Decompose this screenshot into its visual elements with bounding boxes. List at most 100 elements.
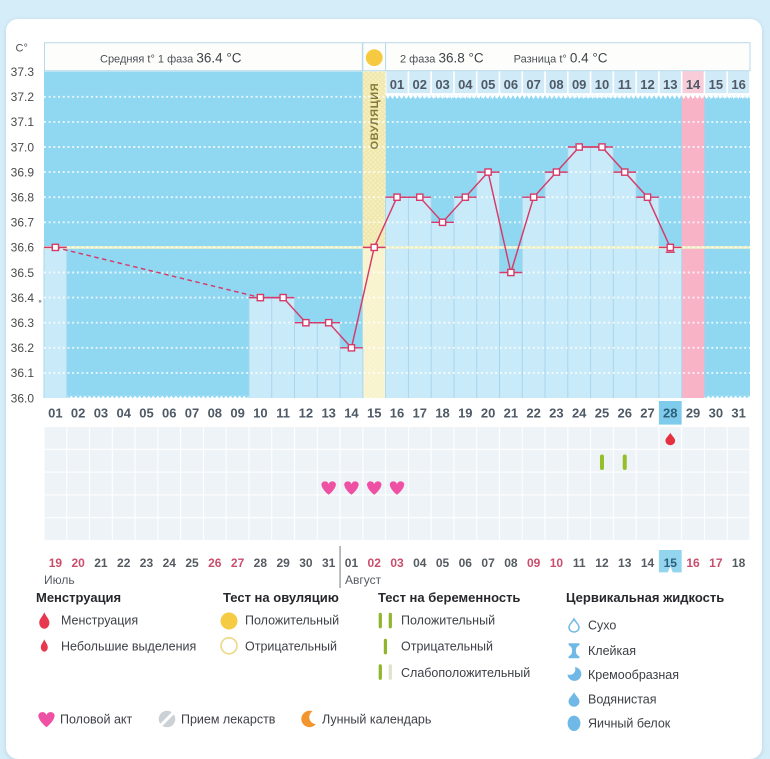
- svg-text:08: 08: [208, 406, 222, 421]
- svg-text:Отрицательный: Отрицательный: [245, 640, 337, 654]
- svg-text:37.0: 37.0: [11, 140, 35, 154]
- svg-text:29: 29: [686, 406, 700, 421]
- svg-text:23: 23: [140, 556, 154, 570]
- svg-text:26: 26: [618, 406, 632, 421]
- svg-text:15: 15: [664, 556, 678, 570]
- svg-text:Положительный: Положительный: [245, 614, 339, 628]
- svg-text:07: 07: [526, 77, 540, 92]
- svg-text:05: 05: [436, 556, 450, 570]
- svg-text:Кремообразная: Кремообразная: [588, 668, 679, 682]
- svg-text:Август: Август: [345, 573, 382, 587]
- svg-text:30: 30: [299, 556, 313, 570]
- svg-text:29: 29: [276, 556, 290, 570]
- svg-text:15: 15: [367, 406, 381, 421]
- svg-text:ОВУЛЯЦИЯ: ОВУЛЯЦИЯ: [369, 83, 381, 150]
- svg-text:19: 19: [49, 556, 63, 570]
- svg-text:27: 27: [640, 406, 654, 421]
- svg-text:Яичный белок: Яичный белок: [588, 717, 671, 731]
- svg-text:15: 15: [709, 77, 723, 92]
- svg-text:25: 25: [595, 406, 609, 421]
- svg-text:17: 17: [413, 406, 427, 421]
- svg-text:07: 07: [185, 406, 199, 421]
- svg-text:01: 01: [345, 556, 359, 570]
- svg-text:Половой акт: Половой акт: [60, 713, 133, 727]
- svg-text:22: 22: [117, 556, 131, 570]
- svg-text:Тест на овуляцию: Тест на овуляцию: [223, 590, 339, 605]
- svg-text:03: 03: [390, 556, 404, 570]
- svg-text:09: 09: [230, 406, 244, 421]
- svg-text:14: 14: [686, 77, 701, 92]
- svg-text:23: 23: [549, 406, 563, 421]
- svg-text:Сухо: Сухо: [588, 619, 616, 633]
- svg-text:Положительный: Положительный: [401, 614, 495, 628]
- svg-text:14: 14: [641, 556, 655, 570]
- svg-text:Лунный календарь: Лунный календарь: [322, 713, 431, 727]
- svg-text:06: 06: [459, 556, 473, 570]
- svg-text:17: 17: [709, 556, 723, 570]
- svg-text:27: 27: [231, 556, 245, 570]
- svg-text:Водянистая: Водянистая: [588, 693, 657, 707]
- svg-text:Отрицательный: Отрицательный: [401, 640, 493, 654]
- svg-text:16: 16: [390, 406, 404, 421]
- svg-text:13: 13: [618, 556, 632, 570]
- svg-text:31: 31: [731, 406, 745, 421]
- svg-text:14: 14: [344, 406, 359, 421]
- svg-text:22: 22: [526, 406, 540, 421]
- svg-text:24: 24: [572, 406, 587, 421]
- svg-text:Менструация: Менструация: [61, 614, 138, 628]
- svg-text:36.9: 36.9: [11, 165, 35, 179]
- svg-text:21: 21: [94, 556, 108, 570]
- svg-text:36.3: 36.3: [11, 316, 35, 330]
- svg-text:07: 07: [481, 556, 495, 570]
- svg-text:16: 16: [731, 77, 745, 92]
- svg-text:21: 21: [504, 406, 518, 421]
- svg-text:12: 12: [640, 77, 654, 92]
- svg-text:01: 01: [390, 77, 404, 92]
- svg-text:Июль: Июль: [44, 573, 75, 587]
- svg-text:03: 03: [94, 406, 108, 421]
- svg-text:26: 26: [208, 556, 222, 570]
- svg-text:02: 02: [413, 77, 427, 92]
- svg-text:02: 02: [368, 556, 382, 570]
- svg-text:Прием лекарств: Прием лекарств: [181, 713, 276, 727]
- svg-text:06: 06: [162, 406, 176, 421]
- svg-text:36.2: 36.2: [11, 341, 35, 355]
- svg-text:12: 12: [299, 406, 313, 421]
- svg-text:08: 08: [549, 77, 563, 92]
- svg-text:13: 13: [321, 406, 335, 421]
- svg-text:12: 12: [595, 556, 609, 570]
- svg-text:37.3: 37.3: [11, 65, 35, 79]
- svg-text:03: 03: [435, 77, 449, 92]
- svg-text:36.0: 36.0: [11, 391, 35, 405]
- svg-text:18: 18: [732, 556, 746, 570]
- svg-text:11: 11: [618, 77, 632, 92]
- svg-text:01: 01: [48, 406, 62, 421]
- svg-text:04: 04: [458, 77, 473, 92]
- svg-text:Менструация: Менструация: [36, 590, 121, 605]
- svg-text:20: 20: [71, 556, 85, 570]
- svg-text:19: 19: [458, 406, 472, 421]
- svg-text:06: 06: [504, 77, 518, 92]
- svg-text:24: 24: [163, 556, 177, 570]
- svg-text:36.5: 36.5: [11, 266, 35, 280]
- svg-text:Слабоположительный: Слабоположительный: [401, 666, 530, 680]
- svg-text:16: 16: [686, 556, 700, 570]
- svg-text:09: 09: [527, 556, 541, 570]
- svg-text:10: 10: [550, 556, 564, 570]
- svg-text:36.7: 36.7: [11, 216, 35, 230]
- svg-text:10: 10: [595, 77, 609, 92]
- svg-text:02: 02: [71, 406, 85, 421]
- svg-text:05: 05: [481, 77, 495, 92]
- svg-text:10: 10: [253, 406, 267, 421]
- svg-text:37.2: 37.2: [11, 90, 35, 104]
- svg-text:С°: С°: [16, 43, 28, 55]
- svg-text:36.8: 36.8: [11, 191, 35, 205]
- svg-text:36.1: 36.1: [11, 366, 35, 380]
- svg-text:37.1: 37.1: [11, 115, 35, 129]
- svg-text:36.4: 36.4: [11, 291, 35, 305]
- svg-text:Клейкая: Клейкая: [588, 644, 636, 658]
- svg-text:04: 04: [116, 406, 131, 421]
- svg-text:11: 11: [573, 556, 586, 570]
- svg-text:28: 28: [663, 406, 677, 421]
- svg-text:Тест на беременность: Тест на беременность: [378, 590, 520, 605]
